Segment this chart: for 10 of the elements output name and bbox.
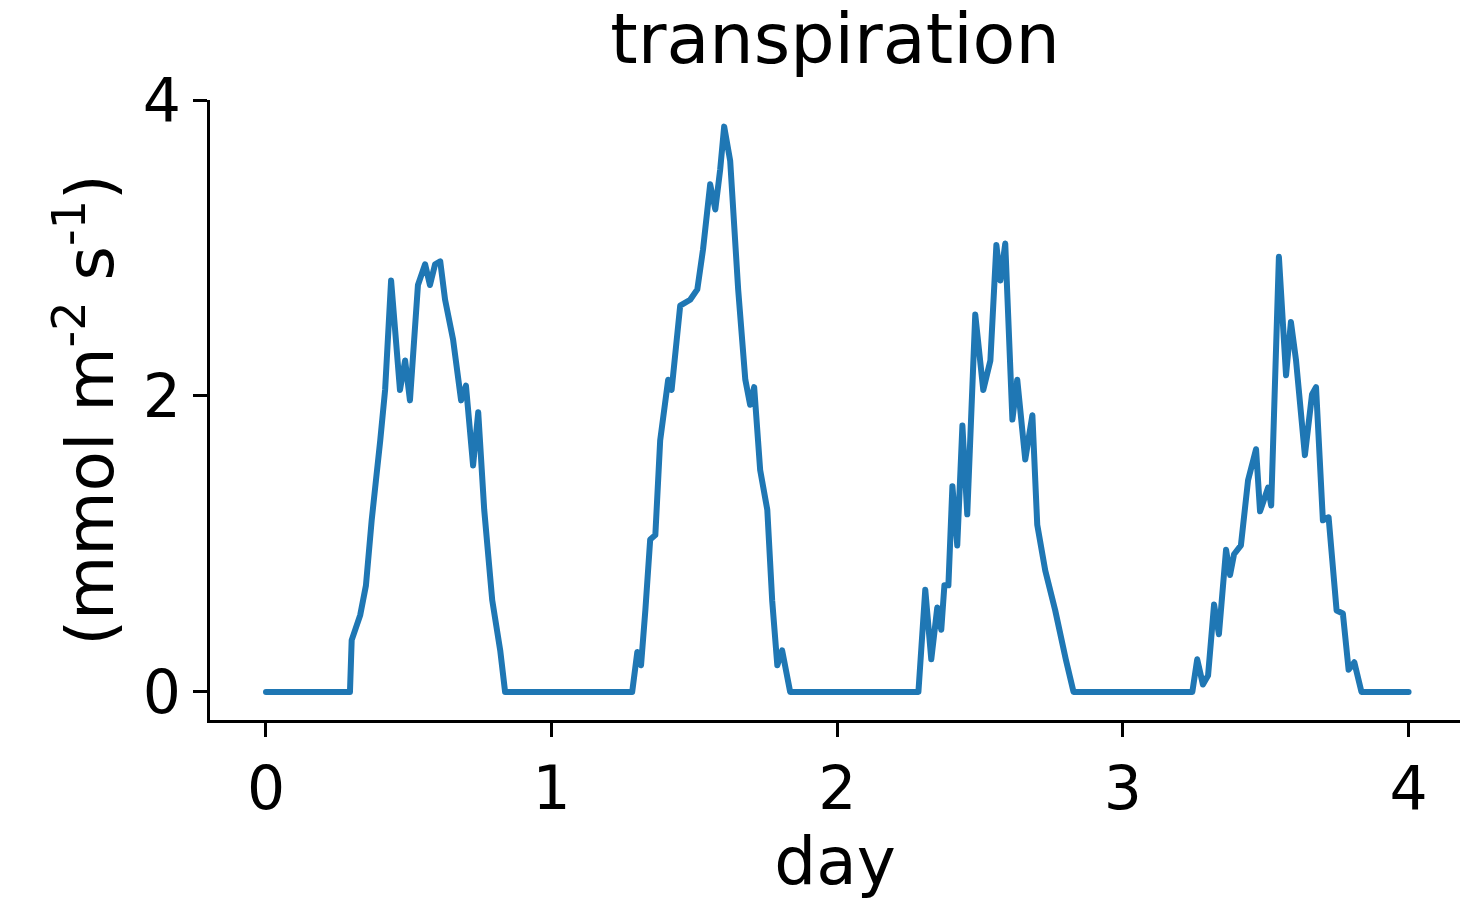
x-tick-label: 2 [818,753,857,823]
y-tick-label: 4 [142,65,181,135]
x-axis-title: day [774,823,896,900]
y-tick-label: 0 [142,656,181,727]
y-tick-label: 2 [142,360,181,431]
x-tick-label: 1 [532,753,571,823]
x-tick-label: 3 [1103,753,1143,823]
x-tick-label: 0 [246,753,286,823]
x-tick-label: 4 [1389,753,1428,823]
chart-title: transpiration [610,0,1060,80]
